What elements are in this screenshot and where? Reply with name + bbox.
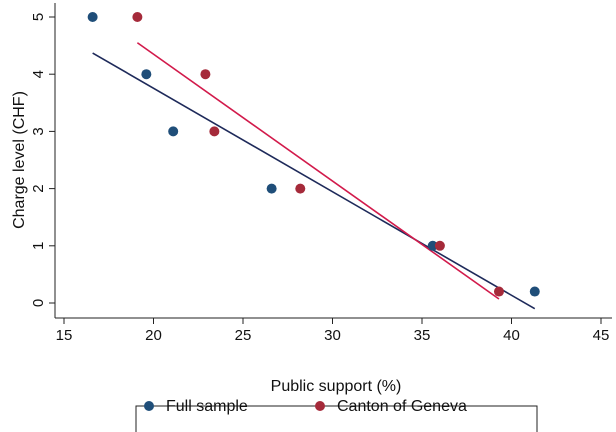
point-canton-of-geneva bbox=[493, 286, 504, 297]
y-tick-label: 5 bbox=[30, 13, 47, 21]
legend-marker-canton-of-geneva bbox=[315, 401, 325, 411]
y-tick-label: 0 bbox=[30, 299, 47, 307]
y-tick-label: 3 bbox=[30, 127, 47, 135]
fit-line-canton-of-geneva bbox=[136, 42, 500, 300]
x-tick-label: 35 bbox=[414, 327, 431, 344]
x-tick-label: 25 bbox=[235, 327, 252, 344]
point-full-sample bbox=[529, 286, 540, 297]
point-full-sample bbox=[266, 183, 277, 194]
point-canton-of-geneva bbox=[295, 183, 306, 194]
x-tick-label: 45 bbox=[593, 327, 610, 344]
y-tick-label: 4 bbox=[30, 70, 47, 78]
legend-label-full-sample: Full sample bbox=[166, 398, 248, 415]
point-canton-of-geneva bbox=[209, 126, 220, 137]
point-canton-of-geneva bbox=[132, 12, 143, 22]
point-full-sample bbox=[168, 126, 179, 137]
x-tick-label: 40 bbox=[503, 327, 520, 344]
legend-marker-full-sample bbox=[144, 401, 154, 411]
x-axis-title: Public support (%) bbox=[271, 378, 402, 395]
point-canton-of-geneva bbox=[434, 240, 445, 251]
legend-box bbox=[135, 405, 538, 432]
legend-label-canton-of-geneva: Canton of Geneva bbox=[337, 398, 467, 415]
legend: Full sample Canton of Geneva bbox=[135, 398, 538, 432]
x-tick-label: 15 bbox=[56, 327, 73, 344]
y-axis-title: Charge level (CHF) bbox=[11, 91, 28, 229]
x-tick-label: 20 bbox=[145, 327, 162, 344]
fit-lines bbox=[92, 42, 536, 310]
fit-line-full-sample bbox=[92, 52, 536, 310]
y-tick-label: 2 bbox=[30, 184, 47, 192]
x-tick-label: 30 bbox=[324, 327, 341, 344]
point-full-sample bbox=[87, 12, 98, 22]
point-canton-of-geneva bbox=[200, 69, 211, 80]
point-full-sample bbox=[427, 240, 438, 251]
data-points bbox=[87, 12, 540, 297]
point-full-sample bbox=[141, 69, 152, 80]
y-tick-label: 1 bbox=[30, 242, 47, 250]
